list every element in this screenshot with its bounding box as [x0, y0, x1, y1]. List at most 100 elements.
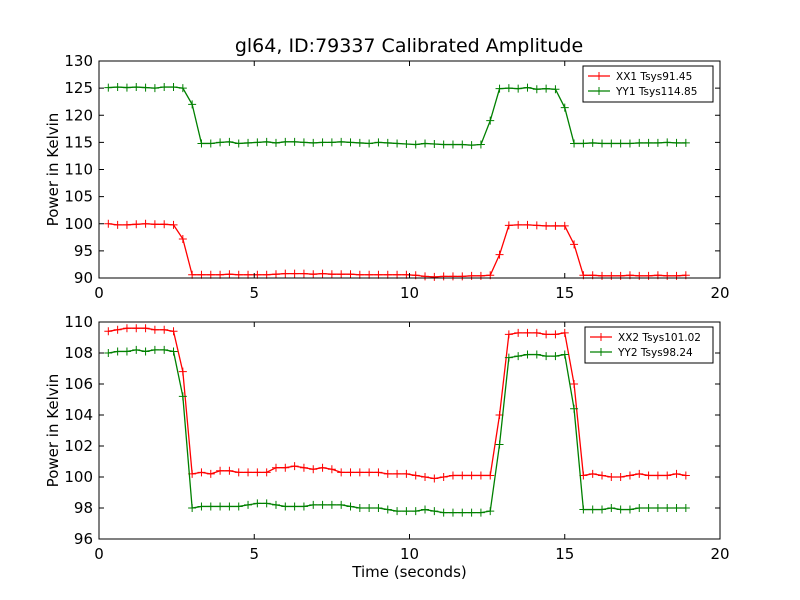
data-point: [570, 139, 579, 148]
data-point: [216, 270, 225, 279]
data-point: [439, 272, 448, 281]
data-point: [644, 471, 653, 480]
data-point: [542, 221, 551, 230]
data-point: [672, 469, 681, 478]
data-point: [598, 471, 607, 480]
data-point: [374, 504, 383, 512]
data-point: [430, 140, 439, 149]
data-point: [504, 330, 513, 339]
data-point: [150, 220, 159, 229]
data-point: [448, 140, 457, 149]
data-point: [104, 83, 113, 92]
data-point: [206, 469, 215, 478]
data-point: [290, 269, 299, 278]
data-point: [635, 469, 644, 478]
legend-entry-1: XX2 Tsys101.02: [618, 332, 701, 344]
data-point: [234, 139, 243, 148]
data-point: [476, 508, 485, 517]
data-point: [476, 471, 485, 480]
data-point: [616, 505, 625, 514]
data-point: [197, 502, 206, 511]
data-point: [141, 219, 150, 228]
data-point: [262, 499, 271, 508]
y-tick-label: 90: [74, 269, 93, 287]
data-point: [299, 269, 308, 278]
data-point: [178, 367, 187, 376]
data-point: [672, 504, 681, 512]
data-point: [318, 463, 327, 472]
data-point: [104, 219, 113, 228]
data-point: [271, 463, 280, 472]
data-point: [104, 349, 113, 357]
data-point: [570, 404, 579, 413]
data-point: [355, 468, 364, 477]
data-point: [318, 269, 327, 278]
data-point: [337, 500, 346, 509]
data-point: [383, 505, 392, 514]
data-point: [197, 468, 206, 477]
data-point: [160, 83, 169, 92]
data-point: [337, 270, 346, 279]
data-point: [663, 504, 672, 512]
data-point: [365, 139, 374, 148]
data-point: [122, 324, 131, 333]
data-point: [309, 465, 318, 474]
data-point: [402, 507, 411, 516]
data-point: [504, 84, 513, 93]
data-point: [225, 502, 234, 511]
data-point: [393, 139, 402, 148]
data-point: [514, 328, 523, 337]
legend-frame: [582, 65, 714, 103]
data-point: [625, 505, 634, 514]
data-point: [346, 502, 355, 511]
data-point: [393, 469, 402, 478]
data-point: [588, 138, 597, 147]
data-point: [281, 502, 290, 511]
data-point: [542, 330, 551, 339]
data-point: [514, 84, 523, 93]
legend-entry-2: YY2 Tsys98.24: [617, 347, 693, 359]
data-point: [486, 116, 495, 125]
data-point: [374, 468, 383, 477]
data-point: [281, 269, 290, 278]
legend: XX1 Tsys91.45 YY1 Tsys114.85: [582, 65, 714, 103]
data-point: [663, 471, 672, 480]
data-point: [188, 100, 197, 109]
data-point: [337, 137, 346, 146]
data-point: [160, 325, 169, 334]
data-point: [234, 468, 243, 477]
data-point: [244, 270, 253, 279]
data-point: [579, 505, 588, 514]
legend: XX2 Tsys101.02 YY2 Tsys98.24: [584, 326, 714, 364]
legend-swatch-marker: [597, 348, 605, 356]
data-point: [448, 272, 457, 281]
data-point: [188, 270, 197, 279]
data-point: [579, 139, 588, 148]
data-point: [448, 471, 457, 480]
data-point: [271, 500, 280, 509]
x-tick-label: 10: [400, 545, 419, 563]
data-point: [244, 138, 253, 147]
data-point: [448, 508, 457, 517]
data-point: [104, 327, 113, 336]
data-point: [551, 85, 560, 94]
y-tick-label: 130: [64, 52, 93, 70]
data-point: [411, 507, 420, 516]
data-point: [523, 83, 532, 92]
data-point: [607, 504, 616, 512]
y-tick-label: 100: [64, 468, 93, 486]
x-tick-label: 20: [710, 545, 729, 563]
data-point: [570, 380, 579, 388]
data-point: [421, 505, 430, 514]
data-point: [299, 138, 308, 147]
data-point: [616, 139, 625, 148]
y-tick-label: 110: [64, 313, 93, 331]
data-point: [439, 140, 448, 149]
data-point: [253, 138, 262, 147]
data-point: [467, 141, 476, 150]
data-point: [141, 347, 150, 356]
data-point: [476, 140, 485, 149]
data-point: [290, 137, 299, 146]
data-point: [551, 330, 560, 339]
data-point: [653, 504, 662, 512]
